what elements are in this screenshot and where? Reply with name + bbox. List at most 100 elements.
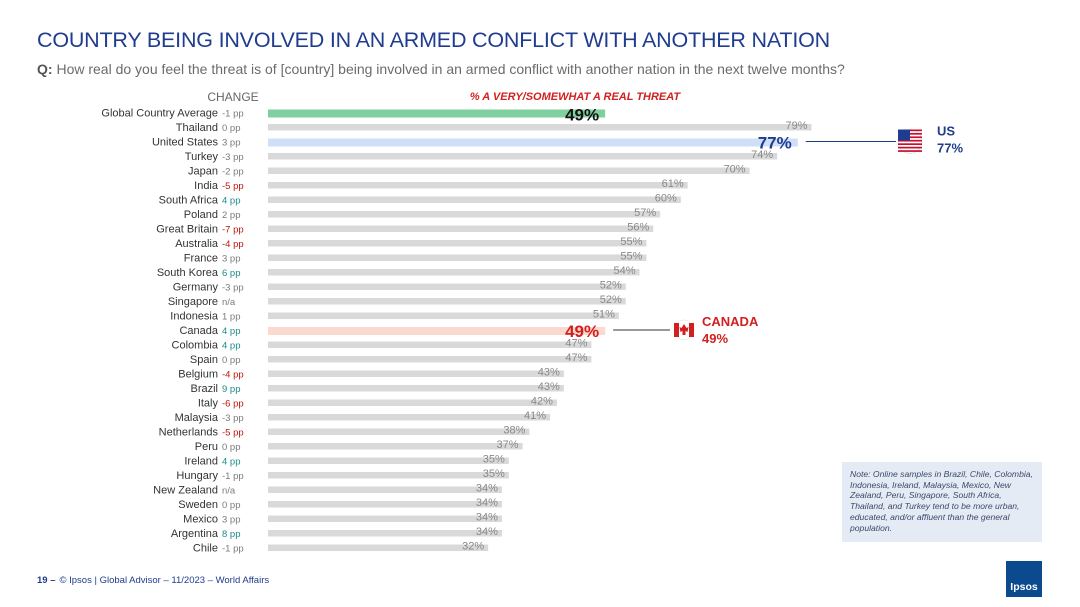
- bar-peru: [268, 443, 523, 450]
- bar-poland: [268, 211, 661, 218]
- change-label: 1 pp: [222, 312, 241, 323]
- value-label: 61%: [662, 178, 684, 190]
- bar-colombia: [268, 341, 592, 348]
- category-label: Chile: [193, 543, 218, 555]
- value-label: 35%: [483, 454, 505, 466]
- chart-title: % A VERY/SOMEWHAT A REAL THREAT: [470, 91, 682, 103]
- value-label: 54%: [613, 265, 635, 277]
- category-label: Global Country Average: [101, 108, 218, 120]
- category-label: United States: [152, 137, 219, 149]
- category-label: Spain: [190, 354, 218, 366]
- change-label: 4 pp: [222, 457, 241, 468]
- question-prefix: Q:: [37, 61, 53, 77]
- bar-japan: [268, 167, 750, 174]
- bar-chile: [268, 544, 489, 551]
- change-label: 0 pp: [222, 442, 241, 453]
- category-label: Thailand: [176, 122, 218, 134]
- bar-global-country-average: [268, 109, 606, 118]
- change-label: -3 pp: [222, 283, 244, 294]
- value-label-highlight: 49%: [565, 322, 599, 341]
- change-label: 0 pp: [222, 500, 241, 511]
- us-callout-value: 77%: [937, 141, 963, 156]
- bar-sweden: [268, 501, 502, 508]
- change-label: 3 pp: [222, 515, 241, 526]
- value-label: 74%: [751, 149, 773, 161]
- bar-indonesia: [268, 312, 619, 319]
- category-label: Japan: [188, 166, 218, 178]
- value-label: 52%: [600, 280, 622, 292]
- category-label: Singapore: [168, 296, 218, 308]
- bar-thailand: [268, 124, 812, 131]
- bar-great-britain: [268, 225, 654, 232]
- bar-south-korea: [268, 269, 640, 276]
- category-label: Peru: [195, 441, 218, 453]
- methodology-note: Note: Online samples in Brazil, Chile, C…: [842, 462, 1042, 542]
- category-label: South Africa: [159, 195, 219, 207]
- category-label: Turkey: [185, 151, 219, 163]
- value-label: 43%: [538, 381, 560, 393]
- ipsos-logo: Ipsos: [1006, 561, 1042, 597]
- change-label: 4 pp: [222, 196, 241, 207]
- bar-new-zealand: [268, 486, 502, 493]
- change-label: -3 pp: [222, 152, 244, 163]
- us-flag-stripe: [898, 139, 922, 142]
- change-label: 8 pp: [222, 529, 241, 540]
- value-label: 34%: [476, 483, 498, 495]
- category-label: Germany: [173, 282, 219, 294]
- change-label: -6 pp: [222, 399, 244, 410]
- bar-netherlands: [268, 428, 530, 435]
- category-label: Mexico: [183, 514, 218, 526]
- bar-brazil: [268, 385, 564, 392]
- category-label: Argentina: [171, 528, 219, 540]
- value-label: 57%: [634, 207, 656, 219]
- value-label: 56%: [627, 222, 649, 234]
- change-label: 9 pp: [222, 384, 241, 395]
- change-label: -5 pp: [222, 428, 244, 439]
- canada-flag-band-left: [674, 323, 679, 337]
- category-label: Canada: [179, 325, 218, 337]
- value-label: 34%: [476, 526, 498, 538]
- bar-india: [268, 182, 688, 189]
- canada-callout-label: CANADA: [702, 314, 759, 329]
- value-label: 41%: [524, 410, 546, 422]
- bar-singapore: [268, 298, 626, 305]
- bar-germany: [268, 283, 626, 290]
- change-label: 6 pp: [222, 268, 241, 279]
- change-label: n/a: [222, 297, 236, 308]
- value-label: 35%: [483, 468, 505, 480]
- change-label: -1 pp: [222, 471, 244, 482]
- category-label: Great Britain: [156, 224, 218, 236]
- category-label: Brazil: [190, 383, 218, 395]
- value-label: 37%: [497, 439, 519, 451]
- maple-leaf-icon: [679, 324, 689, 335]
- bar-spain: [268, 356, 592, 363]
- bar-mexico: [268, 515, 502, 522]
- bar-italy: [268, 399, 557, 406]
- value-label: 51%: [593, 309, 615, 321]
- bar-ireland: [268, 457, 509, 464]
- change-label: -1 pp: [222, 109, 244, 120]
- us-flag-stripe: [898, 150, 922, 152]
- change-label: -1 pp: [222, 544, 244, 555]
- bar-highlight-track: [268, 138, 798, 147]
- value-label: 79%: [785, 120, 807, 132]
- canada-flag-band-right: [689, 323, 694, 337]
- value-label: 47%: [565, 338, 587, 350]
- change-label: -4 pp: [222, 239, 244, 250]
- change-label: 4 pp: [222, 341, 241, 352]
- question-text: Q: How real do you feel the threat is of…: [37, 61, 845, 77]
- category-label: Hungary: [176, 470, 218, 482]
- value-label-highlight: 49%: [565, 106, 599, 125]
- change-label: 2 pp: [222, 210, 241, 221]
- value-label: 34%: [476, 512, 498, 524]
- category-label: Malaysia: [175, 412, 219, 424]
- category-label: Ireland: [184, 456, 218, 468]
- category-label: New Zealand: [153, 485, 218, 497]
- bar-south-africa: [268, 196, 681, 203]
- bar-hungary: [268, 472, 509, 479]
- category-label: Italy: [198, 398, 219, 410]
- value-label: 32%: [462, 541, 484, 553]
- bar-france: [268, 254, 647, 261]
- change-label: -2 pp: [222, 167, 244, 178]
